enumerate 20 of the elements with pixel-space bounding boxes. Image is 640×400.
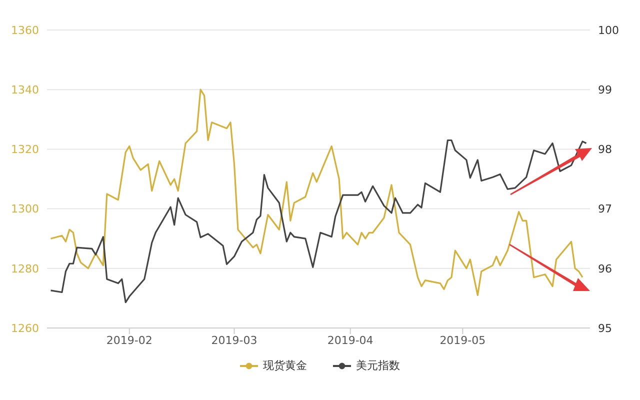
x-tick-label: 2019-02 — [106, 334, 152, 347]
y2-tick-label: 96 — [598, 262, 612, 276]
y2-tick-label: 97 — [598, 202, 612, 216]
y-tick-label: 1340 — [11, 84, 39, 97]
y-tick-label: 1280 — [11, 262, 39, 276]
line-series — [50, 139, 588, 304]
x-tick-label: 2019-04 — [327, 334, 374, 347]
line-series — [50, 88, 584, 296]
y2-tick-label: 100 — [598, 24, 619, 37]
y2-tick-label: 98 — [598, 143, 612, 156]
legend-label: 现货黄金 — [262, 358, 307, 373]
y-tick-label: 1300 — [11, 202, 39, 216]
x-tick-label: 2019-03 — [211, 334, 258, 347]
y-tick-label: 1320 — [11, 143, 39, 156]
y2-tick-label: 99 — [598, 84, 612, 97]
y-tick-label: 1360 — [11, 24, 39, 37]
y2-tick-label: 95 — [598, 322, 612, 335]
y-tick-label: 1260 — [11, 322, 39, 335]
legend-label: 美元指数 — [355, 358, 400, 373]
x-tick-label: 2019-05 — [440, 334, 486, 347]
